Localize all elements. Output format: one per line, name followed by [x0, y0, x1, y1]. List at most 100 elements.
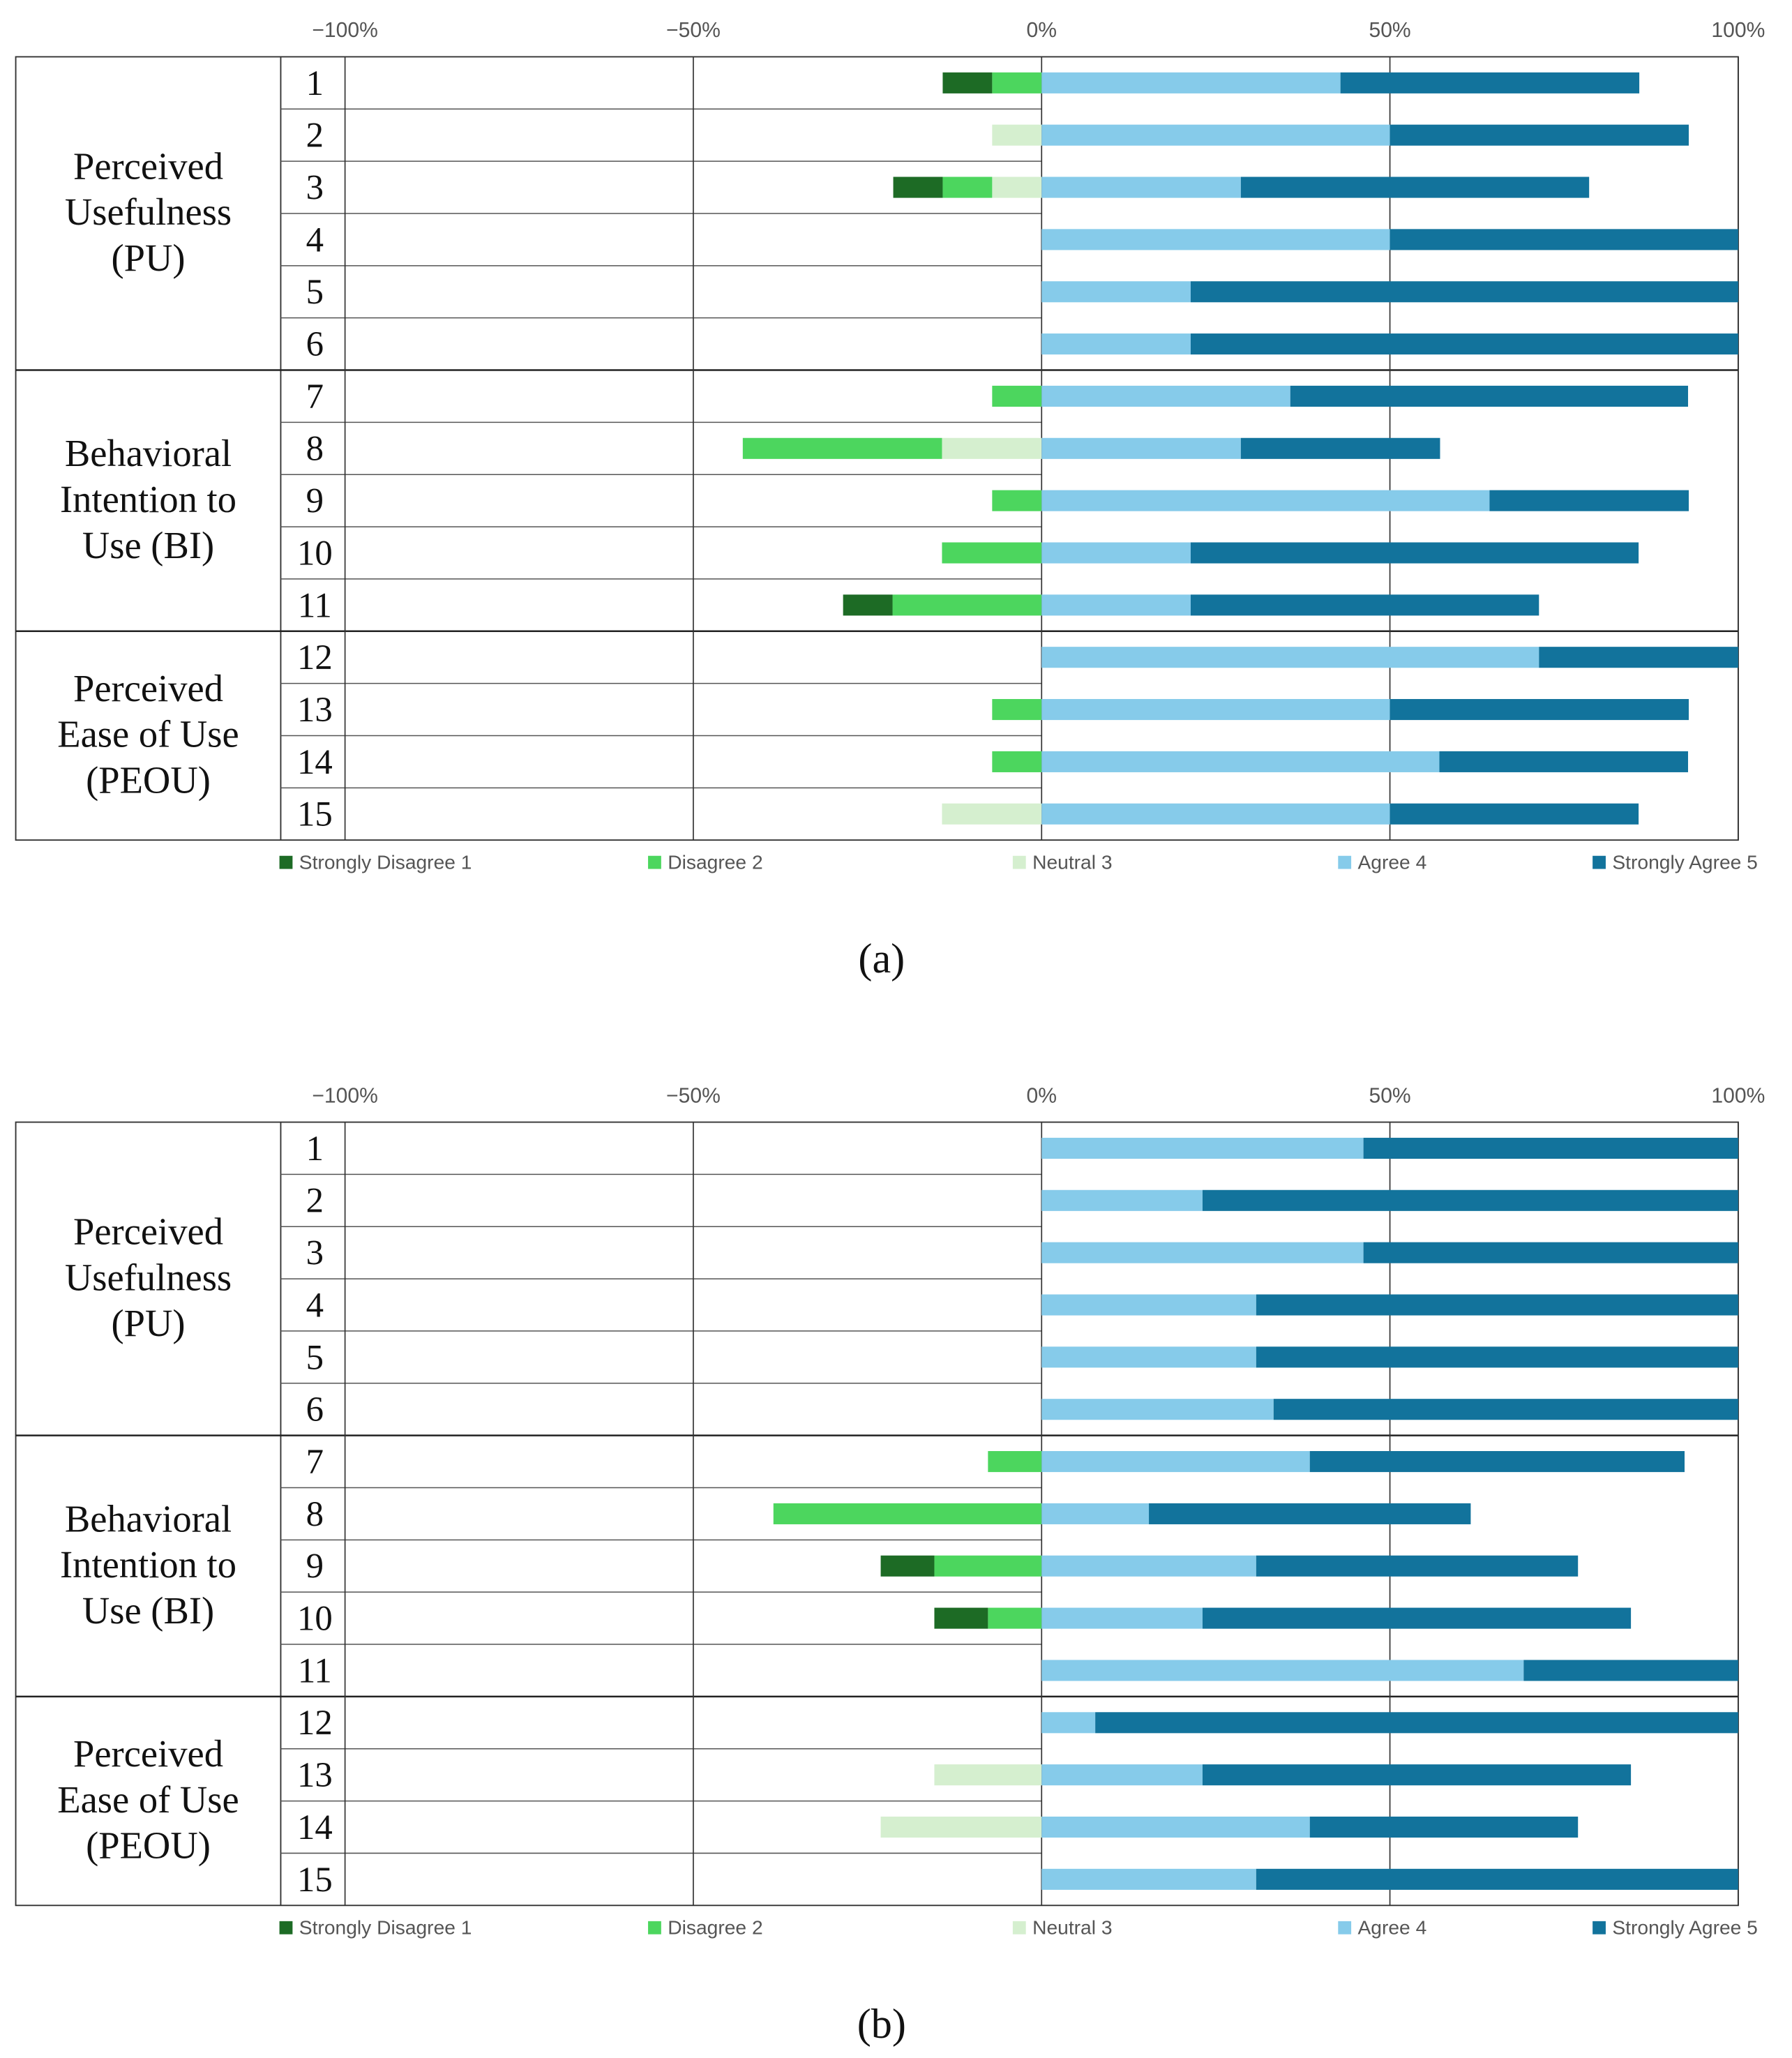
bar-segment — [1041, 1346, 1256, 1368]
bar-segment — [1256, 1294, 1738, 1316]
x-tick-label: 100% — [1711, 19, 1765, 42]
bar-segment — [880, 1816, 1042, 1838]
bar-segment — [1309, 1451, 1685, 1473]
legend-label: Neutral 3 — [1032, 851, 1112, 873]
x-tick-label: −50% — [666, 1084, 721, 1107]
bar-segment — [1041, 333, 1191, 355]
bar-segment — [1390, 124, 1689, 146]
category-label: 8 — [306, 1494, 324, 1533]
category-label: 1 — [306, 1129, 324, 1168]
bar-segment — [1439, 751, 1688, 772]
legend-swatch — [279, 1921, 293, 1935]
bar-segment — [988, 1607, 1042, 1629]
legend-swatch — [279, 855, 293, 869]
category-label: 3 — [306, 167, 324, 206]
category-label: 8 — [306, 429, 324, 468]
bar-segment — [1041, 1451, 1310, 1473]
bar-segment — [1041, 1294, 1256, 1316]
bar-segment — [1149, 1503, 1471, 1524]
category-label: 6 — [306, 1390, 324, 1429]
category-label: 7 — [306, 377, 324, 416]
bar-segment — [1041, 594, 1191, 616]
bar-segment — [1290, 385, 1688, 407]
bar-segment — [1041, 542, 1191, 564]
bar-segment — [1041, 751, 1440, 772]
legend-label: Strongly Disagree 1 — [299, 851, 472, 873]
legend-swatch — [1012, 855, 1026, 869]
legend-swatch — [1338, 1921, 1352, 1935]
bar-segment — [992, 699, 1042, 721]
bar-segment — [1256, 1346, 1738, 1368]
bar-segment — [1240, 176, 1590, 198]
category-label: 15 — [297, 1860, 333, 1899]
legend-swatch — [648, 855, 661, 869]
bar-segment — [1041, 437, 1241, 459]
bar-segment — [892, 594, 1042, 616]
bar-segment — [1041, 1137, 1364, 1159]
bar-segment — [1363, 1137, 1738, 1159]
legend-label: Disagree 2 — [668, 851, 762, 873]
legend-swatch — [1338, 855, 1352, 869]
legend-label: Neutral 3 — [1032, 1916, 1112, 1939]
bar-segment — [1363, 1242, 1738, 1263]
bar-segment — [1095, 1712, 1738, 1734]
x-tick-label: −100% — [312, 19, 378, 42]
bar-segment — [942, 542, 1042, 564]
x-tick-label: 50% — [1369, 1084, 1410, 1107]
bar-segment — [1041, 176, 1241, 198]
legend-swatch — [1593, 1921, 1606, 1935]
bar-segment — [1390, 699, 1689, 721]
category-label: 5 — [306, 1337, 324, 1376]
bar-segment — [1190, 333, 1738, 355]
legend-swatch — [1593, 855, 1606, 869]
bar-segment — [1390, 803, 1639, 825]
bar-segment — [1539, 647, 1738, 668]
legend-swatch — [648, 1921, 661, 1935]
bar-segment — [1041, 1399, 1274, 1420]
group-label-box: Perceived Usefulness (PU) — [64, 146, 232, 280]
group-label: Perceived Ease of Use (PEOU) — [57, 668, 239, 802]
bar-segment — [1041, 229, 1390, 250]
bar-segment — [1202, 1764, 1632, 1786]
category-label: 10 — [297, 533, 333, 572]
group-label-box: Perceived Usefulness (PU) — [65, 1211, 232, 1345]
bar-segment — [773, 1503, 1042, 1524]
bar-segment — [1041, 72, 1341, 93]
bar-segment — [1041, 1712, 1096, 1734]
category-label: 9 — [306, 1547, 324, 1586]
category-label: 14 — [297, 1808, 333, 1847]
bar-segment — [1256, 1868, 1738, 1890]
x-tick-label: −100% — [312, 1084, 378, 1107]
category-label: 1 — [306, 63, 324, 103]
bar-segment — [992, 490, 1042, 511]
legend-label: Disagree 2 — [668, 1916, 762, 1939]
category-label: 7 — [306, 1442, 324, 1481]
category-label: 6 — [306, 324, 324, 363]
category-label: 2 — [306, 1181, 324, 1220]
chart-panel: Perceived Usefulness (PU)123456Behaviora… — [15, 1084, 1765, 2048]
bar-segment — [1190, 281, 1738, 303]
group-label-box: Behavioral Intention to Use (BI) — [60, 433, 236, 567]
bar-segment — [1190, 594, 1539, 616]
bar-segment — [1041, 1555, 1256, 1577]
bar-segment — [1041, 124, 1390, 146]
category-label: 11 — [298, 1651, 332, 1690]
group-label: Behavioral Intention to Use (BI) — [60, 433, 236, 567]
x-tick-label: −50% — [666, 19, 721, 42]
panel-label: (a) — [858, 936, 905, 982]
bar-segment — [1041, 1868, 1256, 1890]
bar-segment — [1202, 1607, 1632, 1629]
bar-segment — [1240, 437, 1440, 459]
bar-segment — [934, 1607, 988, 1629]
legend-label: Strongly Disagree 1 — [299, 1916, 472, 1939]
group-label: Perceived Usefulness (PU) — [64, 146, 232, 280]
bar-segment — [1489, 490, 1689, 511]
x-tick-label: 0% — [1027, 19, 1057, 42]
legend-label: Strongly Agree 5 — [1612, 1916, 1758, 1939]
bar-segment — [1041, 1660, 1524, 1681]
bar-segment — [942, 437, 1042, 459]
chart-panel: Perceived Usefulness (PU)123456Behaviora… — [15, 19, 1765, 982]
bar-segment — [1041, 1189, 1203, 1211]
bar-segment — [988, 1451, 1042, 1473]
